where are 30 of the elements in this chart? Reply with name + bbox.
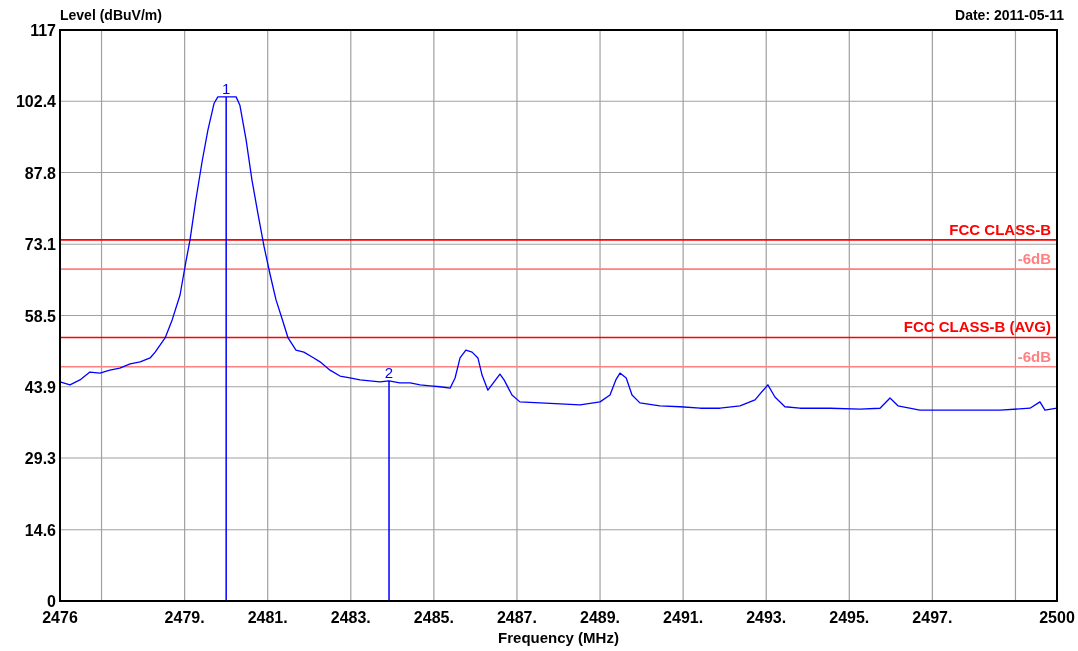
x-tick-label: 2491. xyxy=(663,609,704,626)
annotation: 1 xyxy=(221,79,231,97)
ref-line-label: -6dB xyxy=(1017,347,1052,365)
y-tick-label: 102.4 xyxy=(15,93,57,111)
x-tick-label: 2495. xyxy=(829,609,870,626)
ref-line-label: FCC CLASS-B (AVG) xyxy=(903,318,1051,336)
x-tick-label: 2500 xyxy=(1039,609,1075,626)
y-tick-label: 43.9 xyxy=(24,378,57,396)
y-tick-label: 87.8 xyxy=(24,164,57,182)
x-axis-title: Frequency (MHz) xyxy=(498,629,619,646)
y-tick-label: 0 xyxy=(47,593,57,610)
x-tick-label: 2497. xyxy=(912,609,953,626)
ref-line-label: FCC CLASS-B xyxy=(949,220,1052,238)
text: Date: 2011-05-11 xyxy=(955,7,1065,23)
y-tick-label: 14.6 xyxy=(24,521,57,539)
x-tick-label: 2493. xyxy=(746,609,787,626)
y-axis-title: Level (dBuV/m) xyxy=(60,7,162,23)
x-tick-label: 2485. xyxy=(413,609,454,626)
x-tick-label: 2487. xyxy=(496,609,537,626)
y-tick-label: 29.3 xyxy=(24,450,57,468)
x-tick-label: 2483. xyxy=(330,609,371,626)
ref-line-label: -6dB xyxy=(1017,250,1052,268)
y-tick-label: 73.1 xyxy=(24,236,57,254)
annotation: 2 xyxy=(384,363,394,381)
y-tick-label: 58.5 xyxy=(24,307,57,325)
x-tick-label: 2481. xyxy=(247,609,288,626)
y-tick-label: 117 xyxy=(30,22,57,39)
x-tick-label: 2476 xyxy=(42,609,78,626)
x-tick-label: 2489. xyxy=(580,609,621,626)
x-tick-label: 2479. xyxy=(164,609,205,626)
